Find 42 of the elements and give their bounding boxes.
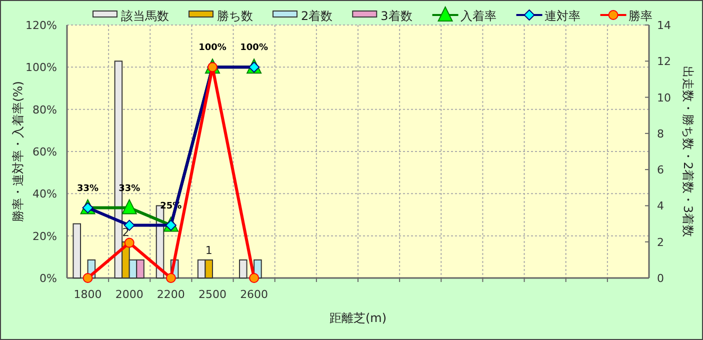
x-axis-title: 距離芝(m) <box>329 311 387 325</box>
y2-tick-label: 10 <box>657 91 671 104</box>
bar <box>72 223 82 278</box>
legend-label: 連対率 <box>544 9 580 23</box>
legend-label: 3着数 <box>380 9 412 23</box>
y-tick-label: 60% <box>32 146 57 158</box>
point <box>122 199 137 214</box>
legend-label: 入着率 <box>460 9 496 23</box>
data-label: 100% <box>198 43 226 54</box>
data-label: 100% <box>240 43 268 54</box>
y-tick-label: 80% <box>32 103 57 116</box>
y2-axis-title: 出走数・勝ち数・2着数・3着数 <box>681 66 695 238</box>
y-axis-title: 勝率・連対率・入着率(%) <box>11 81 25 222</box>
y2-tick-label: 8 <box>657 127 664 140</box>
data-label: 1 <box>205 244 212 257</box>
x-tick-label: 2000 <box>115 288 144 301</box>
y2-tick-label: 4 <box>657 200 664 213</box>
point <box>124 238 134 248</box>
legend-label: 該当馬数 <box>121 9 169 23</box>
y-tick-label: 20% <box>32 230 57 243</box>
y2-tick-label: 6 <box>657 164 664 177</box>
y-tick-label: 120% <box>26 19 57 32</box>
y2-tick-label: 2 <box>657 236 664 249</box>
y2-tick-label: 0 <box>657 272 664 285</box>
legend-label: 勝率 <box>628 9 652 23</box>
x-tick-label: 2600 <box>240 288 268 301</box>
y-tick-label: 0% <box>40 272 57 285</box>
bar <box>239 259 248 278</box>
legend-label: 2着数 <box>301 9 333 23</box>
data-label: 2 <box>122 226 130 239</box>
point <box>82 273 93 283</box>
y-tick-label: 40% <box>32 188 57 201</box>
y-tick-label: 100% <box>26 61 57 74</box>
x-tick-label: 2500 <box>198 288 226 301</box>
legend-label: 勝ち数 <box>217 9 253 23</box>
y2-tick-label: 12 <box>657 55 671 68</box>
point <box>249 273 260 283</box>
data-label: 33% <box>77 184 99 194</box>
x-tick-label: 2200 <box>156 288 185 301</box>
x-tick-label: 1800 <box>74 288 102 301</box>
y2-tick-label: 14 <box>657 19 671 32</box>
point <box>166 273 176 283</box>
